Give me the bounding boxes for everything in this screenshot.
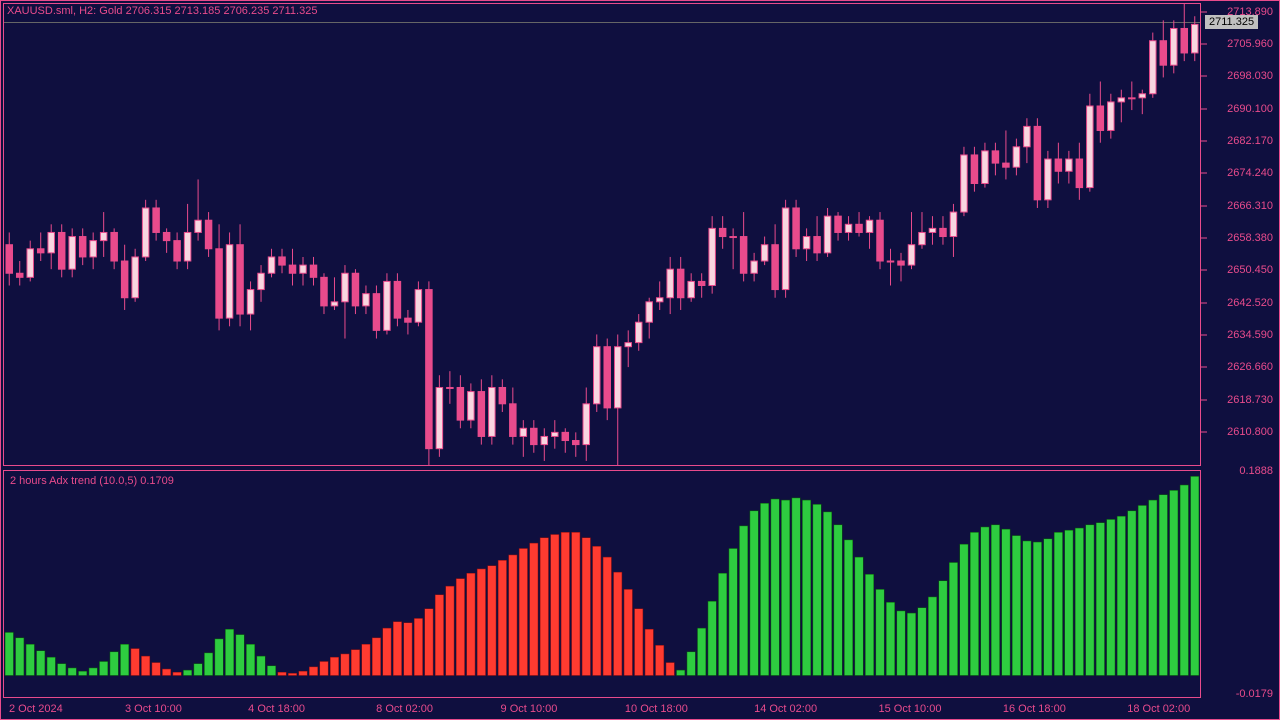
chart-title: XAUUSD.sml, H2: Gold 2706.315 2713.185 2… xyxy=(7,5,317,17)
current-price-badge: 2711.325 xyxy=(1205,15,1258,29)
y-tick-label: 2674.240 xyxy=(1227,167,1273,179)
x-tick-label: 3 Oct 10:00 xyxy=(125,703,182,715)
y-tick-label: 2610.800 xyxy=(1227,426,1273,438)
y-tick-label: 2658.380 xyxy=(1227,232,1273,244)
y-tick-label: 2690.100 xyxy=(1227,103,1273,115)
y-tick-label: 2618.730 xyxy=(1227,394,1273,406)
x-tick-label: 15 Oct 10:00 xyxy=(878,703,941,715)
y-tick-label: 2666.310 xyxy=(1227,200,1273,212)
ind-y-tick-label: -0.0179 xyxy=(1236,688,1273,700)
y-tick-label: 2705.960 xyxy=(1227,38,1273,50)
x-tick-label: 16 Oct 18:00 xyxy=(1003,703,1066,715)
chart-window: XAUUSD.sml, H2: Gold 2706.315 2713.185 2… xyxy=(0,0,1280,720)
time-axis: 2 Oct 2024 3 Oct 10:00 4 Oct 18:00 8 Oct 02… xyxy=(3,701,1279,719)
price-chart[interactable] xyxy=(3,3,1201,466)
x-tick-label: 9 Oct 10:00 xyxy=(501,703,558,715)
indicator-title: 2 hours Adx trend (10.0,5) 0.1709 xyxy=(10,475,174,487)
y-tick-label: 2642.520 xyxy=(1227,297,1273,309)
x-tick-label: 2 Oct 2024 xyxy=(9,703,63,715)
indicator-y-axis: 0.1888-0.0179 xyxy=(1205,470,1279,698)
y-tick-label: 2682.170 xyxy=(1227,135,1273,147)
x-tick-label: 4 Oct 18:00 xyxy=(248,703,305,715)
x-tick-label: 14 Oct 02:00 xyxy=(754,703,817,715)
y-tick-label: 2650.450 xyxy=(1227,264,1273,276)
y-tick-label: 2698.030 xyxy=(1227,70,1273,82)
y-tick-label: 2626.660 xyxy=(1227,361,1273,373)
x-tick-label: 18 Oct 02:00 xyxy=(1127,703,1190,715)
indicator-pane[interactable]: 2 hours Adx trend (10.0,5) 0.1709 xyxy=(3,470,1201,698)
price-y-axis: 2713.8902705.9602698.0302690.1002682.170… xyxy=(1205,3,1279,466)
x-tick-label: 8 Oct 02:00 xyxy=(376,703,433,715)
x-tick-label: 10 Oct 18:00 xyxy=(625,703,688,715)
ind-y-tick-label: 0.1888 xyxy=(1239,465,1273,477)
y-tick-label: 2634.590 xyxy=(1227,329,1273,341)
